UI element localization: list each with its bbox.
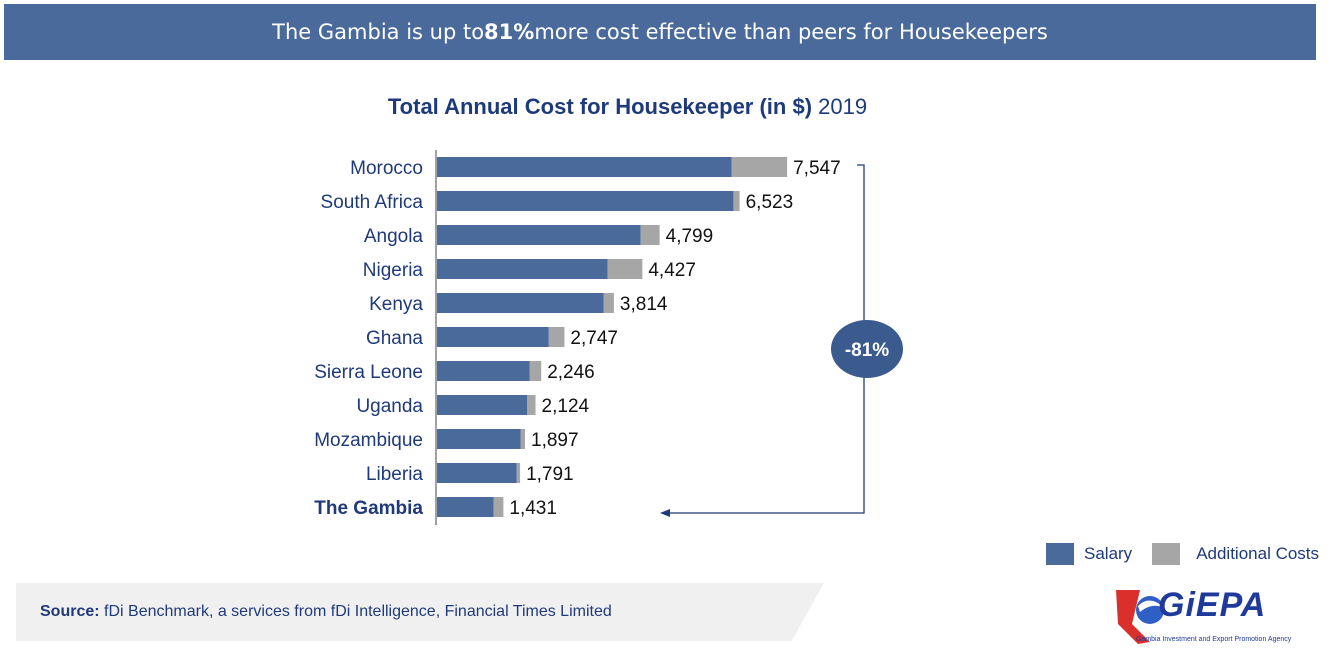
chart-title: Total Annual Cost for Housekeeper (in $)… (0, 94, 1255, 120)
category-label-uganda: Uganda (356, 396, 423, 417)
bar-additional-sierra-leone (529, 361, 542, 381)
category-label-south-africa: South Africa (321, 192, 424, 213)
bar-additional-nigeria (607, 259, 643, 279)
bar-salary-angola (437, 225, 641, 245)
total-label-south-africa: 6,523 (746, 192, 794, 213)
annotation-bubble (831, 320, 903, 378)
bar-additional-morocco (731, 157, 788, 177)
category-label-nigeria: Nigeria (363, 260, 424, 281)
logo-emblem-icon (1116, 590, 1164, 644)
total-label-the-gambia: 1,431 (509, 498, 557, 519)
category-label-kenya: Kenya (369, 294, 423, 315)
source-box: Source: fDi Benchmark, a services from f… (16, 583, 824, 641)
bar-salary-uganda (437, 395, 527, 415)
bar-additional-liberia (516, 463, 521, 483)
total-label-nigeria: 4,427 (648, 260, 696, 281)
category-label-sierra-leone: Sierra Leone (314, 362, 423, 383)
bar-salary-ghana (437, 327, 549, 347)
category-label-morocco: Morocco (350, 158, 423, 179)
bar-additional-south-africa (733, 191, 740, 211)
bar-salary-south-africa (437, 191, 734, 211)
bar-salary-the-gambia (437, 497, 494, 517)
logo-subtitle: Gambia Investment and Export Promotion A… (1136, 636, 1292, 643)
bar-salary-liberia (437, 463, 517, 483)
annotation-label: -81% (845, 340, 889, 361)
category-label-mozambique: Mozambique (314, 430, 423, 451)
total-label-uganda: 2,124 (542, 396, 590, 417)
bar-salary-mozambique (437, 429, 521, 449)
headline-prefix: The Gambia is up to (272, 20, 485, 44)
category-label-ghana: Ghana (366, 328, 423, 349)
category-label-liberia: Liberia (366, 464, 423, 485)
bar-additional-uganda (526, 395, 536, 415)
total-label-liberia: 1,791 (526, 464, 574, 485)
bar-additional-the-gambia (493, 497, 504, 517)
bar-salary-kenya (437, 293, 604, 313)
bar-salary-morocco (437, 157, 732, 177)
bar-additional-mozambique (520, 429, 526, 449)
annotation-arrow-icon (660, 509, 670, 517)
legend-salary-label: Salary (1084, 544, 1133, 563)
headline-suffix: more cost effective than peers for House… (534, 20, 1048, 44)
legend-additional-costs-swatch (1152, 543, 1181, 565)
source-body: fDi Benchmark, a services from fDi Intel… (99, 603, 612, 620)
total-label-mozambique: 1,897 (531, 430, 579, 451)
legend: Salary Additional Costs (1046, 543, 1319, 565)
legend-additional-costs-label: Additional Costs (1196, 544, 1320, 563)
headline-banner: The Gambia is up to 81% more cost effect… (4, 4, 1316, 60)
bar-salary-sierra-leone (437, 361, 530, 381)
bar-additional-ghana (548, 327, 565, 347)
total-label-ghana: 2,747 (570, 328, 618, 349)
total-label-sierra-leone: 2,246 (547, 362, 595, 383)
total-label-kenya: 3,814 (620, 294, 668, 315)
total-label-morocco: 7,547 (793, 158, 841, 179)
legend-salary-swatch (1046, 543, 1074, 565)
bar-additional-angola (640, 225, 660, 245)
category-label-angola: Angola (364, 226, 424, 247)
bar-salary-nigeria (437, 259, 608, 279)
logo-wordmark: GiEPA (1158, 586, 1267, 624)
source-label: Source: (40, 603, 100, 620)
source-text: Source: fDi Benchmark, a services from f… (40, 603, 612, 621)
headline-highlight: 81% (484, 20, 535, 44)
category-label-the-gambia: The Gambia (314, 498, 423, 519)
chart-title-year: 2019 (818, 94, 868, 119)
chart-title-main: Total Annual Cost for Housekeeper (in $) (387, 94, 813, 119)
bar-additional-kenya (603, 293, 614, 313)
total-label-angola: 4,799 (666, 226, 714, 247)
giepa-logo: GiEPA Gambia Investment and Export Promo… (1110, 584, 1330, 648)
